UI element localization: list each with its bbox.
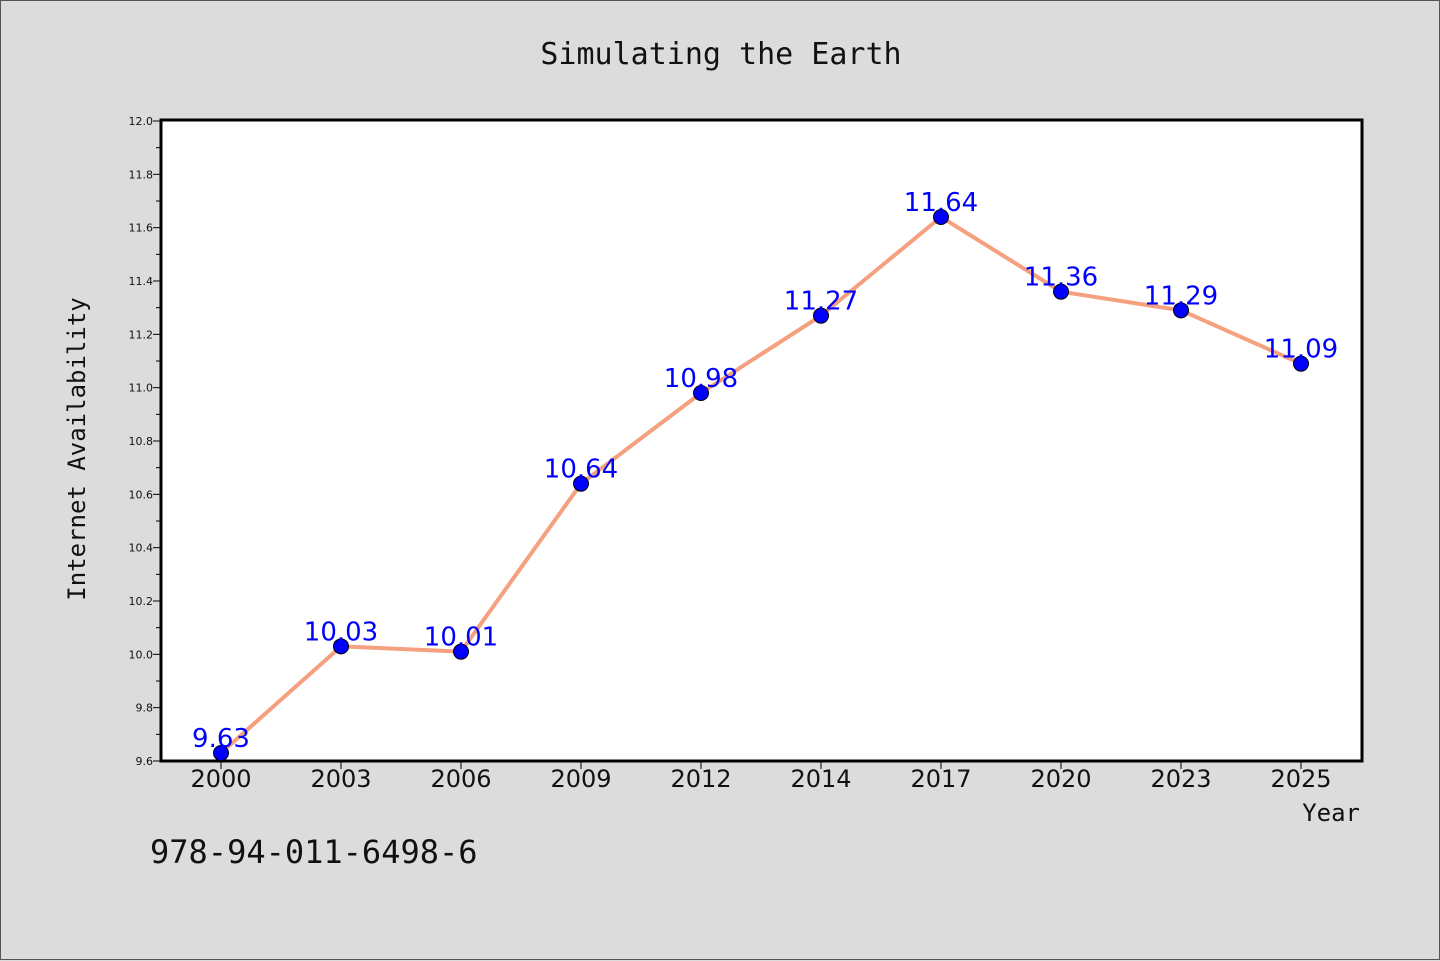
- y-axis: 9.6 9.8 10.0 10.2 10.4 10.6 10.8 11.0 11.2 11.4 11…: [129, 115, 161, 768]
- data-point: [453, 643, 469, 660]
- data-point: [1053, 283, 1069, 300]
- y-axis-label: Internet Availability: [63, 297, 91, 600]
- y-tick-label: 11.8: [129, 168, 154, 181]
- x-axis-label: Year: [1302, 799, 1360, 827]
- data-point: [213, 745, 229, 761]
- data-point: [933, 209, 949, 225]
- data-label: 10.64: [544, 455, 618, 485]
- series-line: [219, 215, 1302, 755]
- y-tick-label: 10.6: [129, 488, 154, 501]
- y-tick-label: 11.2: [129, 328, 154, 341]
- x-tick-label: 2014: [790, 765, 851, 793]
- plot-area: [159, 118, 1364, 763]
- y-tick-label: 10.4: [129, 542, 154, 555]
- data-label: 10.03: [304, 617, 378, 647]
- x-tick-label: 2012: [670, 765, 731, 793]
- x-tick-label: 2000: [190, 765, 251, 793]
- data-point: [813, 307, 829, 324]
- x-tick-label: 2023: [1150, 765, 1211, 793]
- x-tick-label: 2009: [550, 765, 611, 793]
- isbn-text: 978-94-011-6498-6: [150, 833, 478, 871]
- data-label: 10.98: [664, 364, 738, 394]
- y-tick-label: 10.8: [129, 435, 154, 448]
- x-tick-label: 2025: [1270, 765, 1331, 793]
- x-tick-label: 2020: [1030, 765, 1091, 793]
- data-label: 11.36: [1024, 263, 1098, 293]
- chart-title: Simulating the Earth: [540, 37, 901, 72]
- x-tick-label: 2006: [430, 765, 491, 793]
- data-point: [693, 385, 709, 401]
- data-point: [1173, 302, 1189, 319]
- x-axis: 2000 2003 2006 2009 2012 2014 2017 2020 2023 2025: [190, 761, 1332, 793]
- data-label: 11.29: [1144, 281, 1218, 311]
- x-tick-label: 2003: [310, 765, 371, 793]
- data-label: 9.63: [192, 724, 250, 754]
- y-tick-label: 11.0: [129, 382, 154, 395]
- data-point: [573, 475, 589, 492]
- y-tick-label: 10.2: [129, 595, 154, 608]
- data-point: [333, 638, 349, 655]
- data-label: 11.27: [784, 287, 858, 317]
- data-label: 10.01: [424, 623, 498, 653]
- data-labels: 9.63 10.03 10.01 10.64 10.98 11.27 11.64 11.36 1…: [192, 188, 1338, 754]
- y-tick-label: 11.6: [129, 222, 154, 235]
- y-tick-label: 11.4: [129, 275, 154, 288]
- y-tick-label: 9.6: [136, 755, 154, 768]
- y-tick-label: 10.0: [129, 648, 154, 661]
- data-label: 11.64: [904, 188, 978, 218]
- series-group: [213, 209, 1309, 761]
- x-tick-label: 2017: [910, 765, 971, 793]
- data-point: [1293, 355, 1309, 372]
- data-label: 11.09: [1264, 335, 1338, 365]
- y-tick-label: 12.0: [129, 115, 154, 128]
- y-tick-label: 9.8: [136, 702, 154, 715]
